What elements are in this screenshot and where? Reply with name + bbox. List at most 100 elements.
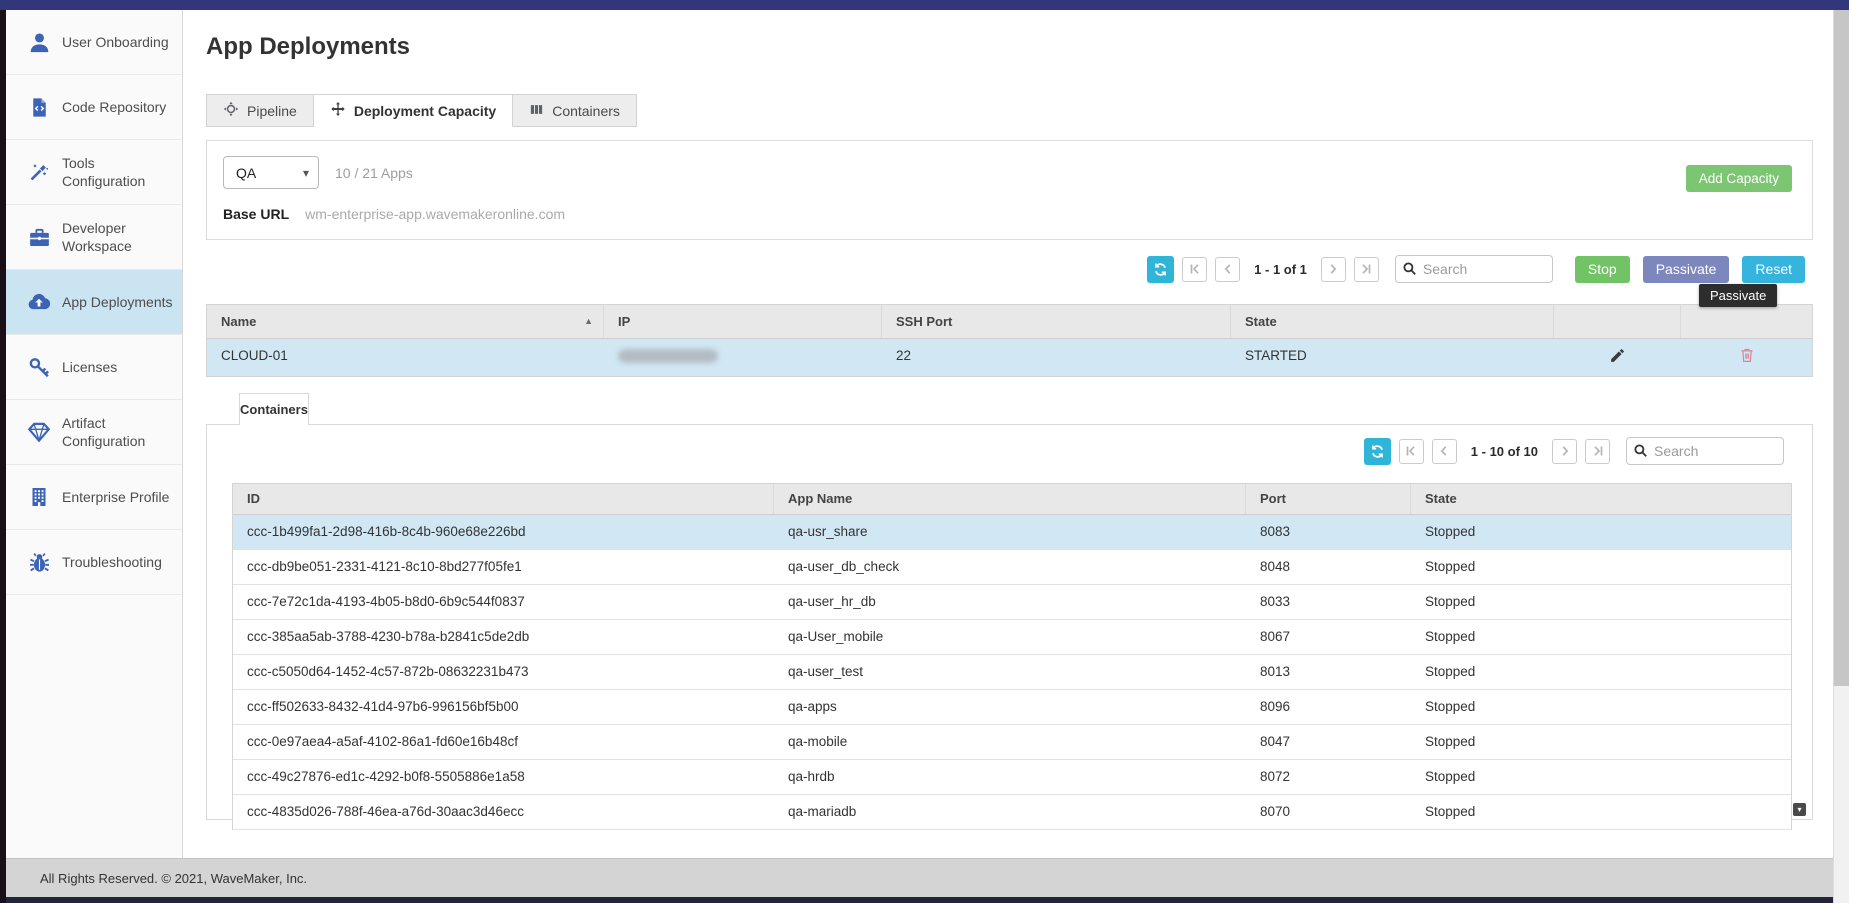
first-page-button[interactable]: [1182, 256, 1208, 282]
container-state-cell: Stopped: [1425, 629, 1476, 644]
table-row[interactable]: ccc-385aa5ab-3788-4230-b78a-b2841c5de2db…: [233, 620, 1791, 655]
vm-column-edit: [1554, 305, 1681, 338]
apps-count: 10 / 21 Apps: [335, 165, 413, 181]
containers-search-input[interactable]: [1626, 437, 1784, 465]
copyright-text: All Rights Reserved. © 2021, WaveMaker, …: [40, 870, 308, 886]
vm-table-header: Name ▲ IP SSH Port State: [207, 305, 1812, 339]
containers-column-port[interactable]: Port: [1246, 484, 1411, 514]
briefcase-icon: [16, 225, 62, 250]
pencil-icon: [1609, 347, 1626, 369]
left-edge-strip: [0, 10, 6, 903]
tab-containers[interactable]: Containers: [513, 94, 637, 127]
prev-page-button[interactable]: [1215, 256, 1241, 282]
containers-panel: 1 - 10 of 10 ID App Name Port State: [206, 424, 1813, 830]
container-app-cell: qa-user_test: [788, 664, 864, 679]
sidebar-item-label: Licenses: [62, 358, 118, 375]
vm-ip-cell: [604, 339, 882, 376]
tab-deployment-capacity[interactable]: Deployment Capacity: [313, 94, 514, 127]
vm-column-ssh-port[interactable]: SSH Port: [882, 305, 1231, 338]
container-port-cell: 8033: [1260, 594, 1291, 609]
refresh-button[interactable]: [1147, 255, 1175, 283]
passivate-button[interactable]: Passivate: [1642, 255, 1730, 283]
tab-label: Pipeline: [247, 102, 297, 119]
table-row[interactable]: ccc-db9be051-2331-4121-8c10-8bd277f05fe1…: [233, 550, 1791, 585]
sidebar-item-code-repository[interactable]: Code Repository: [6, 75, 182, 140]
table-row[interactable]: ccc-0e97aea4-a5af-4102-86a1-fd60e16b48cf…: [233, 725, 1791, 760]
page-scrollbar[interactable]: [1833, 10, 1849, 903]
sidebar-item-tools-configuration[interactable]: Tools Configuration: [6, 140, 182, 205]
container-app-cell: qa-apps: [788, 699, 837, 714]
container-id-cell: ccc-7e72c1da-4193-4b05-b8d0-6b9c544f0837: [247, 594, 525, 609]
vm-column-state[interactable]: State: [1231, 305, 1554, 338]
edit-button[interactable]: [1554, 339, 1681, 376]
containers-column-state[interactable]: State: [1425, 491, 1457, 506]
table-row[interactable]: ccc-4835d026-788f-46ea-a76d-30aac3d46ecc…: [233, 795, 1791, 830]
reset-button[interactable]: Reset: [1742, 255, 1805, 283]
containers-column-id[interactable]: ID: [233, 484, 774, 514]
sidebar-item-label: User Onboarding: [62, 33, 169, 50]
container-port-cell: 8067: [1260, 629, 1291, 644]
sidebar-item-user-onboarding[interactable]: User Onboarding: [6, 10, 182, 75]
first-page-button[interactable]: [1398, 438, 1424, 464]
tab-pipeline[interactable]: Pipeline: [206, 94, 314, 127]
container-port-cell: 8072: [1260, 769, 1291, 784]
table-row[interactable]: ccc-49c27876-ed1c-4292-b0f8-5505886e1a58…: [233, 760, 1791, 795]
container-port-cell: 8048: [1260, 559, 1291, 574]
pagination-status: 1 - 10 of 10: [1470, 443, 1538, 459]
pipeline-icon: [223, 101, 239, 120]
environment-select-value: QA: [236, 164, 257, 181]
vm-table: Name ▲ IP SSH Port State CLOUD-01 22 STA…: [206, 304, 1813, 377]
container-app-cell: qa-mobile: [788, 734, 848, 749]
table-row[interactable]: ccc-7e72c1da-4193-4b05-b8d0-6b9c544f0837…: [233, 585, 1791, 620]
add-capacity-button[interactable]: Add Capacity: [1685, 165, 1792, 192]
vm-column-ip[interactable]: IP: [604, 305, 882, 338]
sidebar-item-app-deployments[interactable]: App Deployments: [6, 270, 182, 335]
sidebar-item-artifact-configuration[interactable]: Artifact Configuration: [6, 400, 182, 465]
table-row[interactable]: ccc-1b499fa1-2d98-416b-8c4b-960e68e226bd…: [233, 515, 1791, 550]
container-id-cell: ccc-385aa5ab-3788-4230-b78a-b2841c5de2db: [247, 629, 530, 644]
sidebar-item-developer-workspace[interactable]: Developer Workspace: [6, 205, 182, 270]
sidebar-item-label: App Deployments: [62, 293, 173, 310]
container-id-cell: ccc-0e97aea4-a5af-4102-86a1-fd60e16b48cf: [247, 734, 518, 749]
prev-page-button[interactable]: [1431, 438, 1457, 464]
container-id-cell: ccc-c5050d64-1452-4c57-872b-08632231b473: [247, 664, 529, 679]
table-row[interactable]: CLOUD-01 22 STARTED: [207, 339, 1812, 376]
last-page-button[interactable]: [1353, 256, 1379, 282]
container-app-cell: qa-hrdb: [788, 769, 835, 784]
container-id-cell: ccc-db9be051-2331-4121-8c10-8bd277f05fe1: [247, 559, 522, 574]
delete-button[interactable]: [1681, 339, 1812, 376]
capacity-card: QA ▾ 10 / 21 Apps Add Capacity Base URL …: [206, 140, 1813, 240]
sidebar-item-troubleshooting[interactable]: Troubleshooting: [6, 530, 182, 595]
inner-scrollbar-thumb[interactable]: ▾: [1793, 803, 1806, 816]
containers-table-header: ID App Name Port State: [233, 484, 1791, 515]
environment-select[interactable]: QA ▾: [223, 156, 319, 189]
refresh-button[interactable]: [1363, 437, 1391, 465]
sidebar-item-licenses[interactable]: Licenses: [6, 335, 182, 400]
stop-button[interactable]: Stop: [1574, 255, 1630, 283]
containers-column-app-name[interactable]: App Name: [774, 484, 1246, 514]
bottom-edge-strip: [6, 897, 1849, 903]
sidebar-item-label: Enterprise Profile: [62, 488, 170, 505]
page-scrollbar-thumb[interactable]: [1834, 10, 1849, 686]
sidebar-item-label: Artifact Configuration: [62, 414, 146, 449]
diamond-icon: [16, 419, 62, 445]
trash-icon: [1738, 346, 1756, 369]
table-row[interactable]: ccc-c5050d64-1452-4c57-872b-08632231b473…: [233, 655, 1791, 690]
container-id-cell: ccc-4835d026-788f-46ea-a76d-30aac3d46ecc: [247, 804, 524, 819]
table-row[interactable]: ccc-ff502633-8432-41d4-97b6-996156bf5b00…: [233, 690, 1791, 725]
bug-icon: [16, 550, 62, 575]
container-app-cell: qa-User_mobile: [788, 629, 884, 644]
next-page-button[interactable]: [1552, 438, 1577, 464]
last-page-button[interactable]: [1585, 438, 1610, 464]
subtab-containers[interactable]: Containers: [239, 393, 309, 425]
container-port-cell: 8096: [1260, 699, 1291, 714]
next-page-button[interactable]: [1320, 256, 1346, 282]
vm-search-input[interactable]: [1394, 255, 1553, 283]
vm-name-cell: CLOUD-01: [221, 348, 288, 363]
sidebar-item-enterprise-profile[interactable]: Enterprise Profile: [6, 465, 182, 530]
vm-column-name[interactable]: Name ▲: [207, 305, 604, 338]
sidebar-item-label: Developer Workspace: [62, 219, 132, 254]
container-port-cell: 8047: [1260, 734, 1291, 749]
container-port-cell: 8013: [1260, 664, 1291, 679]
